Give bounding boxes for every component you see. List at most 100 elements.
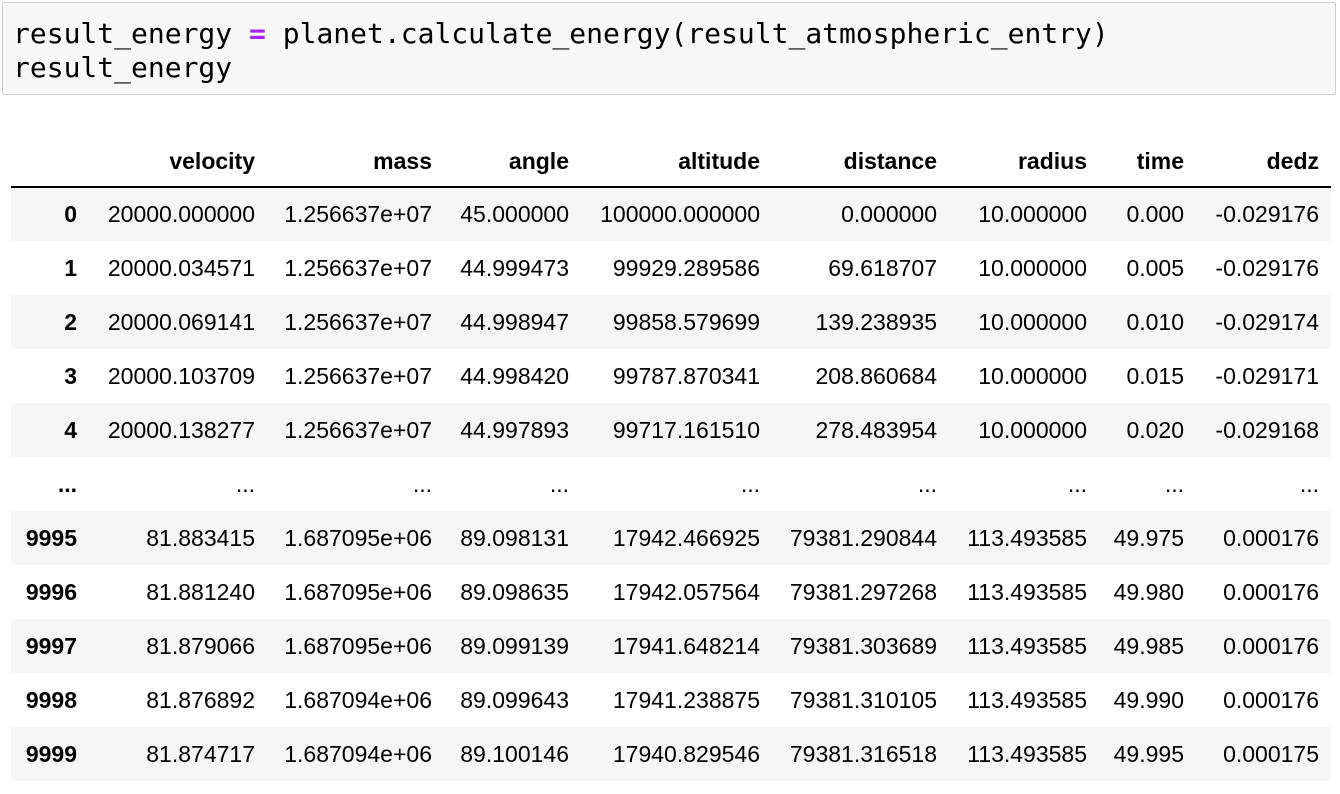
table-cell-dedz: 0.000176 [1223,524,1319,551]
table-cell-mass: 1.256637e+07 [284,201,432,227]
table-cell-distance: 0.000000 [841,201,937,227]
table-cell-angle: 89.098635 [460,578,569,605]
table-cell-time: 0.005 [1126,254,1184,281]
table-cell-dedz: 0.000176 [1223,686,1319,713]
table-cell-time: 0.020 [1126,416,1184,443]
table-row: 9998 81.876892 1.687094e+06 89.099643 17941.… [11,673,1331,727]
table-cell-radius: 10.000000 [978,416,1087,443]
table-cell-dedz: 0.000175 [1223,740,1319,767]
table-cell-radius: 113.493585 [967,524,1087,551]
table-cell-mass: 1.687095e+06 [284,632,432,659]
code-assign-target: result_energy [13,17,250,50]
column-header-altitude: altitude [581,136,772,188]
table-cell-distance: 79381.297268 [789,578,937,605]
table-cell-radius: 10.000000 [978,201,1087,227]
row-index: 9995 [25,524,77,551]
table-cell-time: 0.015 [1126,362,1184,389]
table-cell-angle: 89.100146 [460,740,569,767]
table-cell-time: 49.990 [1113,686,1184,713]
table-cell-altitude: 17942.466925 [612,524,760,551]
table-cell-altitude: 99929.289586 [612,254,760,281]
table-cell-altitude: 17941.238875 [612,686,760,713]
table-cell-velocity: 81.876892 [146,686,255,713]
table-cell-altitude: 99858.579699 [612,308,760,335]
table-cell-time: 0.000 [1126,201,1184,227]
table-row: 4 20000.138277 1.256637e+07 44.997893 99717.… [11,403,1331,457]
table-cell-altitude: ... [740,470,760,497]
table-cell-velocity: 20000.069141 [107,308,255,335]
table-row: 9999 81.874717 1.687094e+06 89.100146 17940.… [11,727,1331,781]
column-header-velocity: velocity [89,136,267,188]
table-cell-velocity: 20000.103709 [107,362,255,389]
table-cell-radius: 113.493585 [967,632,1087,659]
index-header [11,136,89,188]
table-cell-distance: ... [917,470,937,497]
table-cell-velocity: 20000.034571 [107,254,255,281]
table-cell-altitude: 17940.829546 [612,740,760,767]
table-cell-dedz: 0.000176 [1223,578,1319,605]
table-cell-altitude: 100000.000000 [600,201,760,227]
table-cell-distance: 208.860684 [815,362,937,389]
table-header-row: velocity mass angle altitude distance ra… [11,136,1331,188]
row-index: 9996 [25,578,77,605]
table-cell-dedz: 0.000176 [1223,632,1319,659]
code-cell-input[interactable]: result_energy = planet.calculate_energy(… [2,2,1336,95]
table-cell-distance: 69.618707 [828,254,937,281]
row-index: 9998 [25,686,77,713]
table-cell-dedz: -0.029176 [1215,201,1319,227]
code-call-expression: planet.calculate_energy(result_atmospher… [265,17,1109,50]
table-cell-velocity: 20000.138277 [107,416,255,443]
table-cell-radius: 10.000000 [978,254,1087,281]
column-header-mass: mass [267,136,444,188]
row-index: 9999 [25,740,77,767]
table-cell-velocity: ... [235,470,255,497]
table-cell-distance: 278.483954 [815,416,937,443]
table-row: 2 20000.069141 1.256637e+07 44.998947 99858.… [11,295,1331,349]
column-header-dedz: dedz [1196,136,1331,188]
table-cell-dedz: -0.029174 [1215,308,1319,335]
table-cell-altitude: 17941.648214 [612,632,760,659]
table-cell-distance: 79381.316518 [789,740,937,767]
table-cell-velocity: 81.883415 [146,524,255,551]
table-row: 9996 81.881240 1.687095e+06 89.098635 17942.… [11,565,1331,619]
table-cell-distance: 79381.303689 [789,632,937,659]
table-body: 0 20000.000000 1.256637e+07 45.000000 100000… [11,187,1331,781]
column-header-distance: distance [772,136,949,188]
table-cell-radius: 10.000000 [978,362,1087,389]
table-cell-time: 49.975 [1113,524,1184,551]
table-cell-angle: 45.000000 [460,201,569,227]
table-cell-distance: 79381.290844 [789,524,937,551]
table-cell-mass: 1.687094e+06 [284,686,432,713]
table-cell-mass: 1.687095e+06 [284,578,432,605]
table-cell-velocity: 81.881240 [146,578,255,605]
table-cell-angle: 44.998947 [460,308,569,335]
table-cell-time: 49.985 [1113,632,1184,659]
table-cell-angle: 44.997893 [460,416,569,443]
table-cell-distance: 139.238935 [815,308,937,335]
table-cell-velocity: 81.879066 [146,632,255,659]
table-cell-dedz: ... [1299,470,1319,497]
table-cell-angle: 89.099643 [460,686,569,713]
table-cell-dedz: -0.029168 [1215,416,1319,443]
table-cell-mass: 1.256637e+07 [284,362,432,389]
table-cell-mass: 1.687094e+06 [284,740,432,767]
table-cell-angle: ... [549,470,569,497]
dataframe-table: velocity mass angle altitude distance ra… [11,136,1331,781]
table-row: 9997 81.879066 1.687095e+06 89.099139 17941.… [11,619,1331,673]
row-index: 4 [64,416,77,443]
table-row: 1 20000.034571 1.256637e+07 44.999473 99929.… [11,241,1331,295]
row-index: 1 [64,254,77,281]
column-header-angle: angle [444,136,581,188]
row-index: 0 [64,201,77,227]
code-line-2: result_energy [13,51,233,84]
table-cell-distance: 79381.310105 [789,686,937,713]
row-index: 9997 [25,632,77,659]
table-cell-altitude: 99717.161510 [612,416,760,443]
table-cell-mass: 1.256637e+07 [284,308,432,335]
table-cell-radius: 10.000000 [978,308,1087,335]
table-cell-radius: ... [1067,470,1087,497]
table-cell-mass: 1.687095e+06 [284,524,432,551]
cell-output: velocity mass angle altitude distance ra… [11,136,1331,781]
table-cell-time: ... [1164,470,1184,497]
table-cell-angle: 44.998420 [460,362,569,389]
